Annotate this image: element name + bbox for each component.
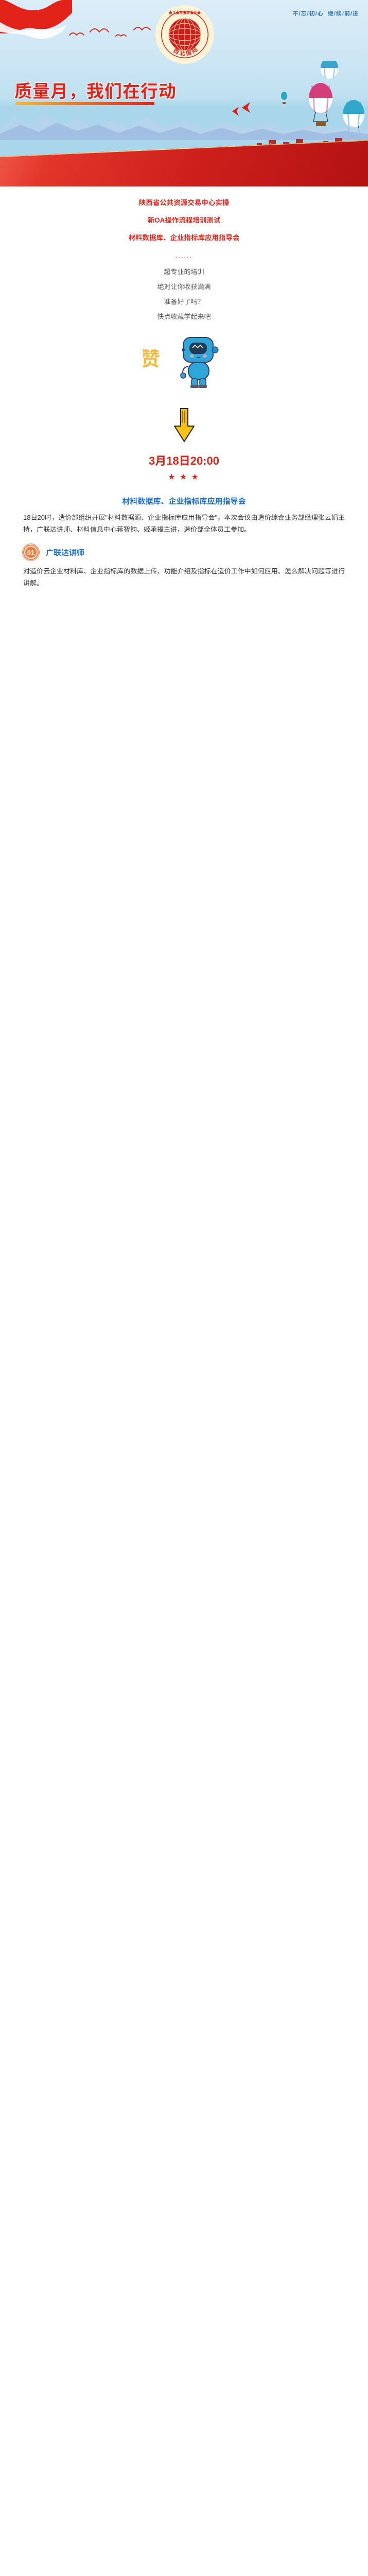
svg-text:赞: 赞 [143, 349, 160, 370]
svg-text:★1★9★8★6★: ★1★9★8★6★ [168, 10, 201, 15]
